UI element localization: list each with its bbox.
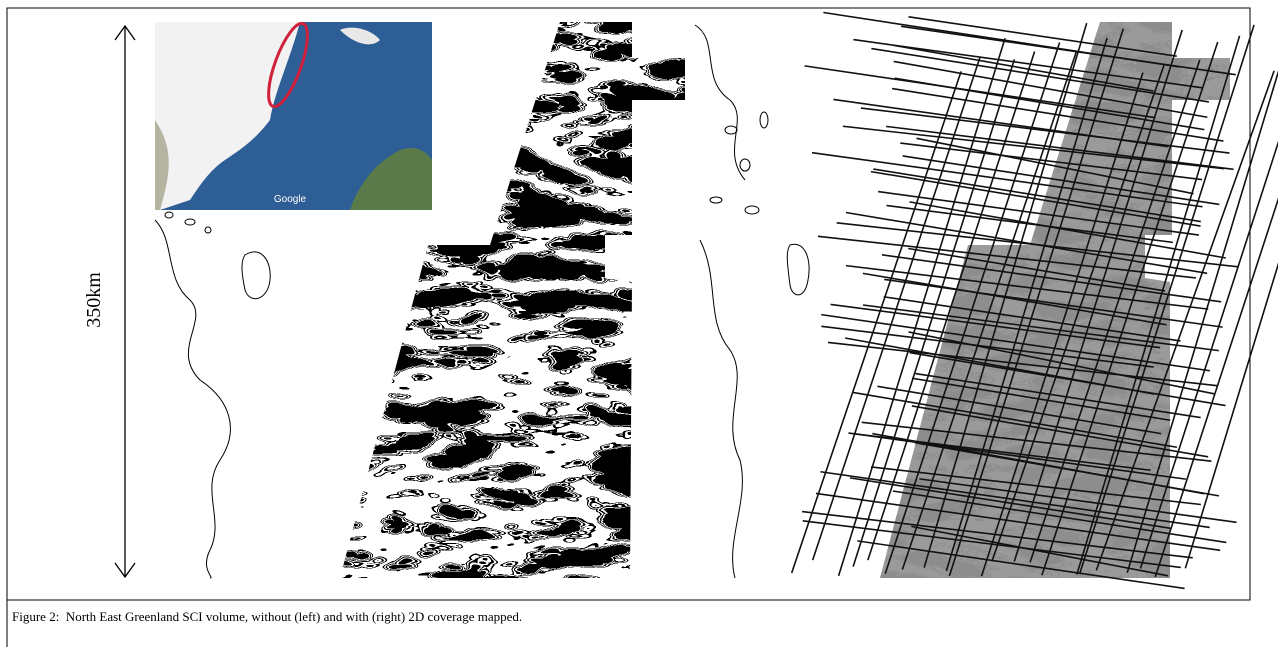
survey-line (901, 26, 1236, 74)
scale-label: 350km (83, 272, 105, 328)
figure-caption: Figure 2: North East Greenland SCI volum… (12, 609, 522, 625)
inset-label: Google (274, 194, 307, 205)
figure: 350km Google (0, 0, 1278, 647)
page: 350km Google Figure 2: North East Greenl… (0, 0, 1278, 647)
inset-map: Google (155, 19, 432, 210)
scale-arrow (115, 26, 135, 577)
